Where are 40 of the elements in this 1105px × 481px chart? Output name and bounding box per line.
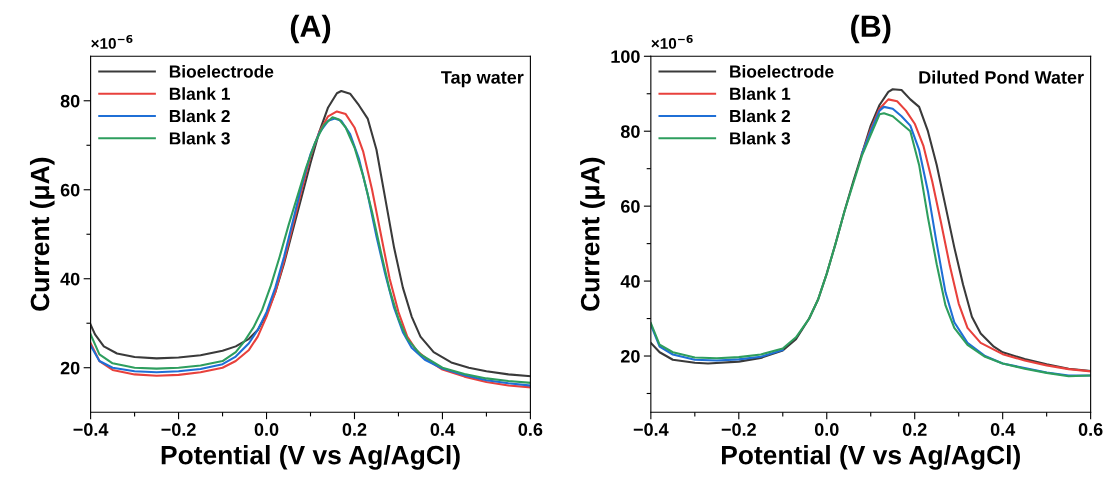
legend-label: Bioelectrode — [169, 64, 274, 78]
y-tick-label: 80 — [620, 125, 640, 138]
legend-label: Blank 2 — [730, 109, 791, 123]
x-tick-label: 0.0 — [254, 423, 279, 436]
y-axis-title: Current (μA) — [29, 157, 55, 311]
text: ×10$^{−6}$ — [91, 34, 133, 49]
x-tick-label: 0.0 — [814, 423, 839, 436]
x-axis-title: Potential (V vs Ag/AgCl) — [721, 445, 1020, 470]
x-tick-label: 0.6 — [518, 423, 543, 436]
y-tick-label: 40 — [620, 275, 640, 288]
annotation: Diluted Pond Water — [919, 70, 1084, 84]
legend-label: Blank 1 — [169, 87, 231, 100]
legend-label: Blank 3 — [169, 131, 230, 145]
legend-label: Blank 2 — [169, 109, 230, 123]
x-tick-label: −0.4 — [73, 423, 109, 436]
legend-label: Blank 1 — [730, 87, 791, 100]
text: ×10$^{−6}$ — [651, 34, 693, 49]
x-tick-label: −0.4 — [633, 423, 669, 436]
x-tick-label: 0.2 — [902, 423, 927, 436]
x-axis-title: Potential (V vs Ag/AgCl) — [161, 445, 460, 470]
x-tick-label: −0.2 — [721, 423, 756, 436]
y-tick-label: 60 — [621, 200, 640, 213]
x-tick-label: −0.2 — [161, 423, 196, 436]
x-tick-label: 0.4 — [990, 423, 1016, 436]
chart-title: (A) — [290, 14, 331, 44]
legend-label: Bioelectrode — [730, 64, 834, 78]
legend-label: Blank 3 — [730, 131, 791, 145]
y-tick-label: 20 — [60, 361, 80, 375]
y-tick-label: 40 — [60, 272, 80, 286]
annotation: Tap water — [441, 71, 524, 88]
line-series — [860, 98, 1091, 373]
y-axis-title: Current (μA) — [580, 157, 605, 311]
x-tick-label: 0.6 — [1078, 423, 1103, 436]
x-tick-label: 0.2 — [342, 423, 367, 436]
chart-title: (B) — [851, 14, 891, 44]
y-tick-label: 20 — [620, 349, 640, 363]
x-tick-label: 0.4 — [430, 423, 455, 436]
y-tick-label: 60 — [60, 183, 80, 197]
y-tick-label: 100 — [611, 50, 640, 63]
y-tick-label: 80 — [60, 94, 80, 108]
